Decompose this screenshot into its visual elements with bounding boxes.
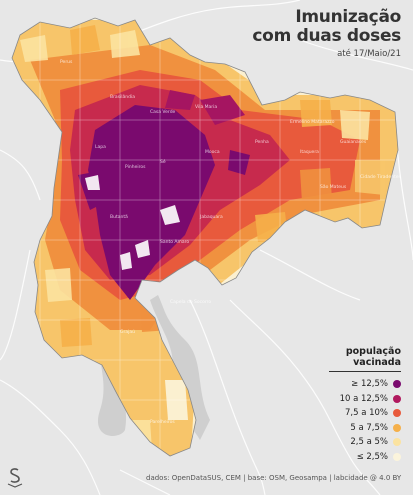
legend-row: 5 a 7,5%: [329, 421, 401, 436]
neighborhood-label: Mooca: [205, 150, 220, 155]
data-credits: dados: OpenDataSUS, CEM | base: OSM, Geo…: [146, 474, 402, 482]
legend-label: 2,5 a 5%: [350, 437, 388, 448]
neighborhood-label: Butantã: [110, 215, 128, 220]
legend-label: 5 a 7,5%: [350, 422, 388, 433]
neighborhood-label: Santo Amaro: [160, 240, 190, 245]
title-line-2: com duas doses: [252, 26, 401, 46]
legend-swatch: [393, 423, 401, 432]
neighborhood-label: Penha: [255, 140, 269, 145]
legend-swatch: [393, 409, 401, 418]
legend-row: 10 a 12,5%: [329, 392, 401, 407]
neighborhood-label: Cidade Tiradentes: [360, 175, 401, 180]
s-logo-icon: [7, 468, 23, 488]
legend-label: 10 a 12,5%: [339, 393, 388, 404]
neighborhood-label: Parelheiros: [150, 420, 175, 425]
legend-title: população vacinada: [329, 346, 401, 372]
title-date: até 17/Maio/21: [337, 49, 401, 59]
legend-label: 7,5 a 10%: [344, 408, 388, 419]
legend-swatch: [393, 452, 401, 461]
legend-swatch: [393, 438, 401, 447]
neighborhood-label: Pinheiros: [125, 165, 146, 170]
legend-label: ≤ 2,5%: [356, 451, 388, 462]
legend-row: 2,5 a 5%: [329, 435, 401, 450]
neighborhood-label: São Mateus: [320, 185, 347, 190]
legend-row: ≥ 12,5%: [329, 377, 401, 392]
title-line-1: Imunização: [295, 7, 401, 27]
neighborhood-label: Ermelino Matarazzo: [290, 120, 335, 125]
city-boundary: [11, 17, 399, 457]
legend-title-line-2: vacinada: [353, 357, 401, 368]
legend-swatch: [393, 394, 401, 403]
map-title: Imunização com duas doses até 17/Maio/21: [252, 7, 401, 60]
legend-swatch: [393, 380, 401, 389]
neighborhood-label: Vila Maria: [195, 105, 218, 110]
legend-label: ≥ 12,5%: [351, 379, 388, 390]
neighborhood-label: Brasilândia: [110, 95, 136, 100]
legend-title-line-1: população: [345, 346, 401, 357]
neighborhood-label: Lapa: [95, 145, 106, 150]
neighborhood-label: Itaquera: [300, 150, 319, 155]
neighborhood-label: Guaianases: [340, 140, 367, 145]
neighborhood-label: Capela do Socorro: [170, 300, 212, 305]
neighborhood-label: Grajaú: [120, 330, 135, 335]
neighborhood-label: Casa Verde: [150, 110, 176, 115]
legend-row: ≤ 2,5%: [329, 450, 401, 465]
legend: população vacinada ≥ 12,5% 10 a 12,5% 7,…: [329, 346, 401, 464]
neighborhood-label: Sé: [160, 160, 166, 165]
legend-row: 7,5 a 10%: [329, 406, 401, 421]
neighborhood-label: Perus: [60, 60, 73, 65]
neighborhood-label: Jabaquara: [200, 215, 223, 220]
